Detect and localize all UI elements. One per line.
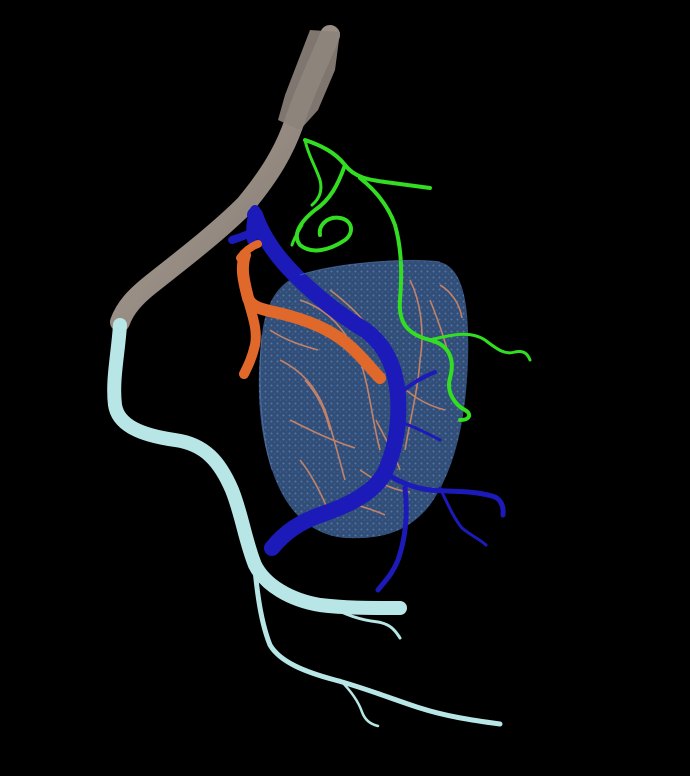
green-vessel: [290, 138, 532, 422]
organ-edge-detail: [259, 260, 441, 471]
main-vessel-lower: [107, 318, 503, 728]
main-vessel-upper-cap: [278, 30, 340, 130]
blue-vein: [228, 205, 506, 593]
organ: [258, 260, 469, 539]
orange-artery: [236, 240, 386, 384]
